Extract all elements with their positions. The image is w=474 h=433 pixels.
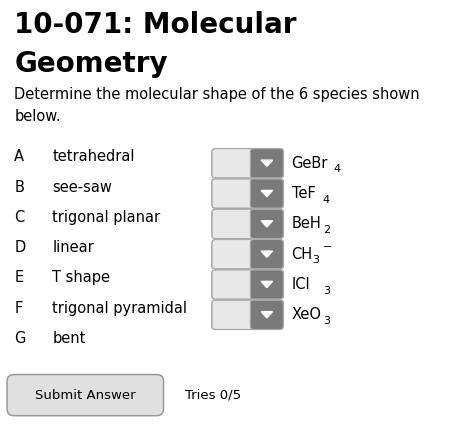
Polygon shape <box>261 221 273 227</box>
Polygon shape <box>261 251 273 257</box>
Text: 2: 2 <box>323 225 330 235</box>
FancyBboxPatch shape <box>250 239 283 269</box>
Text: C: C <box>14 210 25 225</box>
FancyBboxPatch shape <box>250 270 283 299</box>
Text: Determine the molecular shape of the 6 species shown
below.: Determine the molecular shape of the 6 s… <box>14 87 420 124</box>
Text: trigonal pyramidal: trigonal pyramidal <box>52 301 187 316</box>
FancyBboxPatch shape <box>212 209 258 239</box>
FancyBboxPatch shape <box>212 300 258 330</box>
Text: linear: linear <box>52 240 94 255</box>
Text: CH: CH <box>292 247 313 262</box>
Text: ICl: ICl <box>292 277 310 292</box>
Text: BeH: BeH <box>292 216 321 231</box>
Text: see-saw: see-saw <box>52 180 112 194</box>
FancyBboxPatch shape <box>250 209 283 239</box>
Text: 10-071: Molecular: 10-071: Molecular <box>14 11 297 39</box>
Text: Tries 0/5: Tries 0/5 <box>185 388 241 402</box>
Text: XeO: XeO <box>292 307 321 322</box>
FancyBboxPatch shape <box>250 300 283 330</box>
FancyBboxPatch shape <box>250 149 283 178</box>
FancyBboxPatch shape <box>212 239 258 269</box>
Text: G: G <box>14 331 26 346</box>
Text: D: D <box>14 240 26 255</box>
Text: TeF: TeF <box>292 186 315 201</box>
Text: 3: 3 <box>312 255 319 265</box>
Text: −: − <box>323 242 332 252</box>
Text: E: E <box>14 271 23 285</box>
Text: T shape: T shape <box>52 271 110 285</box>
FancyBboxPatch shape <box>250 179 283 208</box>
Polygon shape <box>261 281 273 288</box>
Text: Submit Answer: Submit Answer <box>35 388 136 402</box>
Polygon shape <box>261 191 273 197</box>
Text: B: B <box>14 180 24 194</box>
Text: trigonal planar: trigonal planar <box>52 210 160 225</box>
Polygon shape <box>261 312 273 318</box>
Text: 3: 3 <box>323 285 330 296</box>
FancyBboxPatch shape <box>7 375 164 416</box>
Text: A: A <box>14 149 24 164</box>
Text: 3: 3 <box>323 316 330 326</box>
FancyBboxPatch shape <box>212 149 258 178</box>
Text: 4: 4 <box>323 194 330 205</box>
Text: F: F <box>14 301 22 316</box>
Text: tetrahedral: tetrahedral <box>52 149 135 164</box>
Text: 4: 4 <box>333 164 340 174</box>
FancyBboxPatch shape <box>212 179 258 208</box>
Text: GeBr: GeBr <box>292 156 328 171</box>
Polygon shape <box>261 160 273 166</box>
Text: bent: bent <box>52 331 85 346</box>
FancyBboxPatch shape <box>212 270 258 299</box>
Text: Geometry: Geometry <box>14 50 168 78</box>
